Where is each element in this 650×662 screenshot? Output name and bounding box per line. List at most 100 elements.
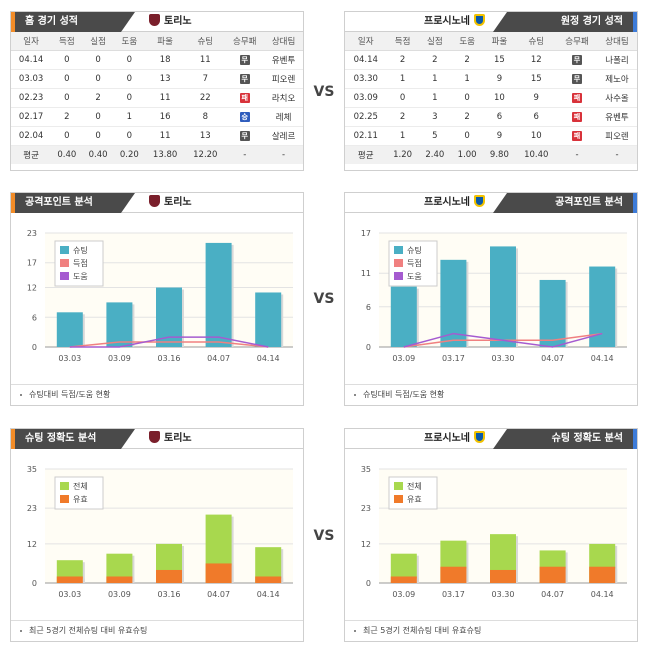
cell-as: 0 bbox=[113, 69, 145, 89]
y-tick-label: 17 bbox=[361, 229, 371, 238]
legend-label: 전체 bbox=[407, 481, 422, 491]
attack-home-tab: 공격포인트 분석 bbox=[11, 193, 135, 213]
home-team-label: 토리노 bbox=[149, 12, 192, 32]
away-col-header: 도움 bbox=[451, 32, 484, 51]
accuracy-home-note: 최근 5경기 전체슈팅 대비 유효슈팅 bbox=[11, 620, 303, 640]
x-tick-label: 04.14 bbox=[591, 590, 614, 599]
cell-gf: 1 bbox=[386, 126, 419, 146]
cell-result: 패 bbox=[557, 126, 597, 146]
x-tick-label: 03.17 bbox=[442, 354, 465, 363]
bar-슈팅 bbox=[205, 242, 232, 347]
cell-gf: 0 bbox=[51, 50, 83, 70]
torino-crest-icon bbox=[149, 195, 160, 207]
attack-home-team: 토리노 bbox=[149, 193, 192, 213]
cell-fo: 6 bbox=[483, 107, 516, 127]
result-badge: 패 bbox=[239, 92, 250, 103]
avg-opp: - bbox=[596, 145, 637, 164]
cell-result: 무 bbox=[557, 50, 597, 70]
cell-result: 무 bbox=[225, 50, 265, 70]
avg-opp: - bbox=[264, 145, 303, 164]
cell-fo: 9 bbox=[483, 69, 516, 89]
vs-label-1: VS bbox=[313, 84, 335, 100]
avg-as: 1.00 bbox=[451, 145, 484, 164]
cell-gf: 0 bbox=[51, 88, 83, 108]
home-col-header: 득점 bbox=[51, 32, 83, 51]
legend-label: 도움 bbox=[73, 272, 88, 281]
cell-ga: 0 bbox=[82, 126, 114, 146]
x-tick-label: 03.09 bbox=[392, 590, 415, 599]
x-tick-label: 04.07 bbox=[541, 590, 564, 599]
attack-away-panel: 프로시노네 공격포인트 분석 0 6 11 17 03.09 03.17 03.30 04.0… bbox=[344, 192, 638, 406]
legend-label: 도움 bbox=[407, 272, 422, 281]
home-col-header: 상대팀 bbox=[264, 32, 303, 51]
torino-crest-icon bbox=[149, 14, 160, 26]
cell-ga: 0 bbox=[82, 107, 114, 127]
bar-유효 bbox=[156, 569, 182, 583]
cell-gf: 0 bbox=[51, 126, 83, 146]
bar-슈팅 bbox=[490, 246, 516, 347]
bar-유효 bbox=[205, 563, 232, 583]
result-badge: 승 bbox=[239, 111, 250, 122]
home-col-header: 일자 bbox=[11, 32, 52, 51]
cell-sh: 12 bbox=[515, 50, 557, 70]
attack-away-header: 프로시노네 공격포인트 분석 bbox=[345, 193, 637, 213]
legend-label: 득점 bbox=[73, 258, 88, 268]
x-tick-label: 04.14 bbox=[257, 354, 280, 363]
table-row: 03.03 0 0 0 13 7 무 피오렌 bbox=[11, 69, 303, 89]
cell-date: 03.09 bbox=[345, 88, 387, 108]
table-row: 04.14 0 0 0 18 11 무 유벤투 bbox=[11, 50, 303, 70]
away-record-table: 일자 득점 실점 도움 파울 슈팅 승무패 상대팀 04.14 2 2 2 15 12 무 나폴리 03.30… bbox=[345, 32, 637, 164]
accuracy-home-team: 토리노 bbox=[149, 429, 192, 449]
cell-fo: 11 bbox=[145, 88, 186, 108]
frosinone-crest-icon bbox=[474, 431, 485, 443]
away-team-name: 프로시노네 bbox=[424, 16, 470, 27]
cell-result: 패 bbox=[557, 88, 597, 108]
line-도움 bbox=[69, 336, 269, 348]
legend-label: 유효 bbox=[407, 495, 422, 504]
avg-sh: 10.40 bbox=[515, 145, 557, 164]
legend-swatch bbox=[60, 259, 69, 267]
cell-sh: 11 bbox=[185, 50, 226, 70]
legend-label: 전체 bbox=[73, 481, 88, 491]
cell-date: 02.25 bbox=[345, 107, 387, 127]
cell-ga: 0 bbox=[82, 50, 114, 70]
cell-ga: 2 bbox=[82, 88, 114, 108]
bar-유효 bbox=[440, 566, 467, 583]
result-badge: 패 bbox=[571, 130, 582, 141]
cell-result: 무 bbox=[225, 126, 265, 146]
y-tick-label: 23 bbox=[27, 229, 37, 238]
y-tick-label: 0 bbox=[366, 579, 371, 588]
frosinone-crest-icon bbox=[474, 195, 485, 207]
accuracy-home-header: 슈팅 정확도 분석 토리노 bbox=[11, 429, 303, 449]
result-badge: 무 bbox=[239, 73, 250, 84]
cell-opponent: 유벤투 bbox=[264, 50, 303, 70]
x-tick-label: 03.03 bbox=[58, 590, 81, 599]
cell-as: 0 bbox=[113, 126, 145, 146]
y-tick-label: 17 bbox=[27, 259, 37, 268]
accuracy-home-team-name: 토리노 bbox=[164, 433, 192, 444]
vs-label-2: VS bbox=[313, 291, 335, 307]
away-col-header: 슈팅 bbox=[515, 32, 557, 51]
legend-swatch bbox=[60, 246, 69, 254]
x-tick-label: 04.14 bbox=[591, 354, 614, 363]
cell-sh: 7 bbox=[185, 69, 226, 89]
home-col-header: 실점 bbox=[82, 32, 114, 51]
home-col-header: 승무패 bbox=[225, 32, 265, 51]
avg-gf: 1.20 bbox=[386, 145, 419, 164]
legend-swatch bbox=[394, 259, 403, 267]
cell-sh: 13 bbox=[185, 126, 226, 146]
cell-ga: 2 bbox=[418, 50, 451, 70]
torino-crest-icon bbox=[149, 431, 160, 443]
home-col-header: 파울 bbox=[145, 32, 186, 51]
cell-sh: 9 bbox=[515, 88, 557, 108]
cell-fo: 10 bbox=[483, 88, 516, 108]
home-record-tab: 홈 경기 성적 bbox=[11, 12, 135, 32]
attack-home-panel: 공격포인트 분석 토리노 0 6 12 17 23 03.03 03.09 03.16 04.0… bbox=[10, 192, 304, 406]
attack-home-header: 공격포인트 분석 토리노 bbox=[11, 193, 303, 213]
cell-fo: 9 bbox=[483, 126, 516, 146]
cell-sh: 15 bbox=[515, 69, 557, 89]
home-col-header: 슈팅 bbox=[185, 32, 226, 51]
bar-유효 bbox=[255, 576, 282, 583]
